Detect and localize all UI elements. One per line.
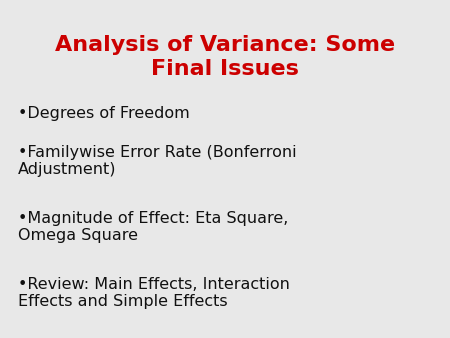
Text: •Review: Main Effects, Interaction
Effects and Simple Effects: •Review: Main Effects, Interaction Effec…	[18, 277, 290, 309]
Text: •Familywise Error Rate (Bonferroni
Adjustment): •Familywise Error Rate (Bonferroni Adjus…	[18, 145, 297, 177]
Text: •Magnitude of Effect: Eta Square,
Omega Square: •Magnitude of Effect: Eta Square, Omega …	[18, 211, 288, 243]
Text: •Degrees of Freedom: •Degrees of Freedom	[18, 106, 190, 121]
Text: Analysis of Variance: Some
Final Issues: Analysis of Variance: Some Final Issues	[55, 35, 395, 79]
